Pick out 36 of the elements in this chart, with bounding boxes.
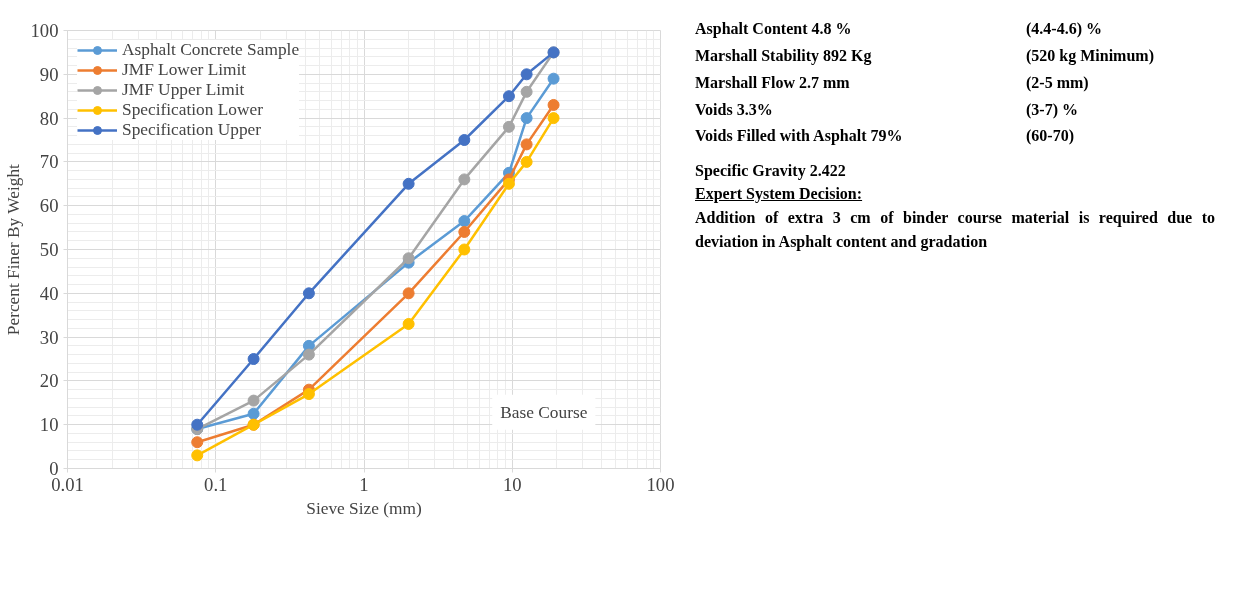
text: Voids Filled with Asphalt 79% <box>695 126 904 147</box>
y-tick-label: 70 <box>39 151 59 173</box>
legend-label: JMF Lower Limit <box>122 60 247 80</box>
text: (520 kg Minimum) <box>1025 45 1155 67</box>
text: (2-5 mm) <box>1025 72 1090 94</box>
text: (4.4-4.6) % <box>1025 19 1103 40</box>
y-tick-label: 10 <box>39 414 59 436</box>
text: (60-70) <box>1025 126 1075 147</box>
text: Specific Gravity 2.422 <box>695 161 847 182</box>
legend-label: Asphalt Concrete Sample <box>122 40 300 60</box>
text: Voids 3.3% <box>695 99 774 120</box>
y-tick-label: 100 <box>30 20 59 41</box>
x-tick-label: 100 <box>646 473 675 495</box>
text: Marshall Stability 892 Kg <box>695 45 873 67</box>
text: Expert System Decision: <box>695 184 864 205</box>
text: (3-7) % <box>1025 99 1079 121</box>
text: Asphalt Content 4.8 % <box>695 19 853 40</box>
y-tick-label: 20 <box>39 370 59 392</box>
y-tick-label: 90 <box>39 63 59 85</box>
text: Addition of extra 3 cm of binder course material is required due to deviation in Asphalt content and gradation <box>695 207 1215 253</box>
text: Marshall Flow 2.7 mm <box>695 72 851 93</box>
y-tick-label: 0 <box>49 458 59 479</box>
y-tick-label: 50 <box>39 239 59 260</box>
x-axis-title: Sieve Size (mm) <box>306 498 422 518</box>
legend-label: Specification Upper <box>122 120 262 140</box>
y-axis-title: Percent Finer By Weight <box>3 163 23 336</box>
y-tick-label: 40 <box>39 282 59 304</box>
annotation: Base Course <box>500 402 588 422</box>
x-tick-label: 10 <box>502 473 522 495</box>
x-tick-label: 0.1 <box>204 473 228 495</box>
y-tick-label: 80 <box>39 107 59 129</box>
y-tick-label: 30 <box>39 326 59 348</box>
x-tick-label: 1 <box>359 473 369 495</box>
legend-label: Specification Lower <box>122 100 263 120</box>
y-tick-label: 60 <box>39 195 59 217</box>
legend-label: JMF Upper Limit <box>122 80 245 100</box>
